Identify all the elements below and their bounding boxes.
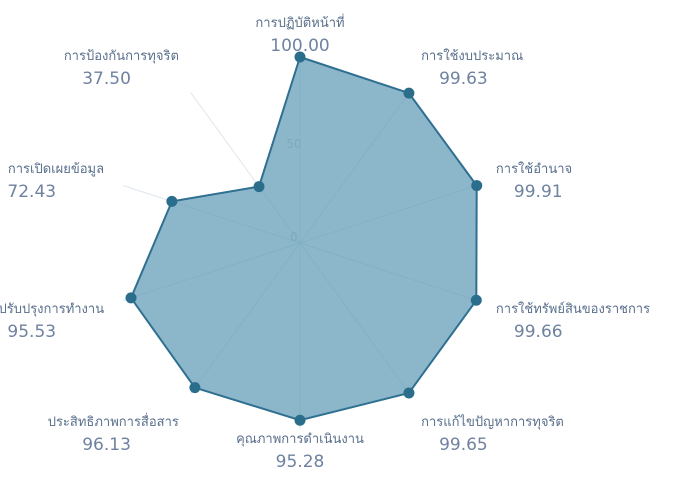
axis-label-8: การเปิดเผยข้อมูล bbox=[8, 162, 104, 177]
data-point-4 bbox=[403, 387, 415, 399]
data-point-9 bbox=[253, 181, 265, 193]
series-points bbox=[125, 51, 483, 426]
axis-value-8: 72.43 bbox=[7, 182, 56, 202]
axis-label-3: การใช้ทรัพย์สินของราชการ bbox=[496, 301, 650, 317]
axis-value-3: 99.66 bbox=[514, 322, 563, 342]
axis-label-9: การป้องกันการทุจริต bbox=[64, 49, 179, 64]
axis-value-6: 96.13 bbox=[82, 435, 131, 455]
axis-value-1: 99.63 bbox=[439, 69, 488, 89]
axis-value-7: 95.53 bbox=[7, 322, 56, 342]
axis-value-9: 37.50 bbox=[82, 69, 131, 89]
data-point-0 bbox=[294, 51, 306, 63]
data-point-8 bbox=[166, 195, 178, 207]
data-point-3 bbox=[470, 294, 482, 306]
axis-label-0: การปฏิบัติหน้าที่ bbox=[255, 14, 344, 31]
axis-label-4: การแก้ไขปัญหาการทุจริต bbox=[421, 414, 564, 430]
axis-value-2: 99.91 bbox=[514, 182, 563, 202]
axis-value-0: 100.00 bbox=[270, 36, 329, 56]
series-area bbox=[129, 55, 478, 422]
data-point-1 bbox=[403, 87, 415, 99]
data-point-6 bbox=[189, 382, 201, 394]
axis-value-5: 95.28 bbox=[276, 452, 325, 472]
axis-label-5: คุณภาพการดำเนินงาน bbox=[236, 432, 364, 447]
axis-label-7: การปรับปรุงการทำงาน bbox=[0, 302, 104, 317]
axis-labels: การปฏิบัติหน้าที่ 100.00 การใช้งบประมาณ 99.… bbox=[0, 14, 650, 472]
axis-label-1: การใช้งบประมาณ bbox=[421, 48, 523, 64]
axis-label-6: ประสิทธิภาพการสื่อสาร bbox=[48, 413, 179, 430]
axis-value-4: 99.65 bbox=[439, 435, 488, 455]
data-point-2 bbox=[471, 180, 483, 192]
axis-label-2: การใช้อำนาจ bbox=[496, 161, 572, 177]
data-point-7 bbox=[125, 292, 137, 304]
data-point-5 bbox=[294, 414, 306, 426]
